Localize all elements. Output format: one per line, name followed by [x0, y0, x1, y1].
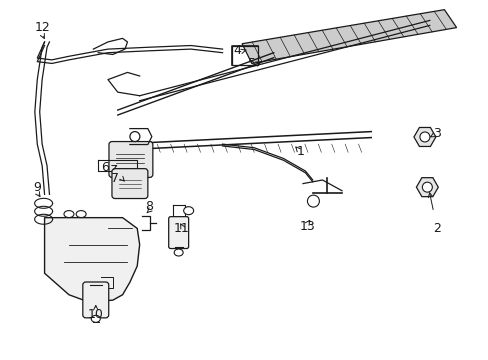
- Ellipse shape: [174, 249, 183, 256]
- FancyBboxPatch shape: [82, 282, 108, 318]
- Circle shape: [130, 132, 140, 141]
- Circle shape: [419, 132, 429, 142]
- Polygon shape: [44, 218, 140, 302]
- Text: 9: 9: [33, 181, 41, 194]
- Text: 6: 6: [102, 161, 109, 174]
- FancyBboxPatch shape: [168, 217, 188, 248]
- Ellipse shape: [64, 211, 74, 217]
- Ellipse shape: [91, 315, 100, 322]
- Ellipse shape: [183, 207, 193, 215]
- Circle shape: [307, 195, 319, 207]
- Text: 12: 12: [34, 21, 50, 34]
- Polygon shape: [416, 178, 437, 197]
- Text: 1: 1: [296, 145, 304, 158]
- Text: 8: 8: [145, 201, 153, 213]
- Text: 3: 3: [432, 127, 440, 140]
- Text: 5: 5: [247, 57, 255, 70]
- Text: 13: 13: [300, 220, 315, 233]
- Polygon shape: [413, 127, 435, 147]
- Circle shape: [422, 182, 431, 192]
- Text: 7: 7: [111, 172, 119, 185]
- Text: 11: 11: [173, 222, 188, 235]
- Polygon shape: [242, 10, 456, 63]
- FancyBboxPatch shape: [109, 141, 153, 177]
- Text: 10: 10: [88, 308, 103, 321]
- Text: 2: 2: [432, 222, 440, 235]
- Text: 4: 4: [233, 44, 241, 57]
- Ellipse shape: [76, 211, 86, 217]
- FancyBboxPatch shape: [112, 168, 147, 198]
